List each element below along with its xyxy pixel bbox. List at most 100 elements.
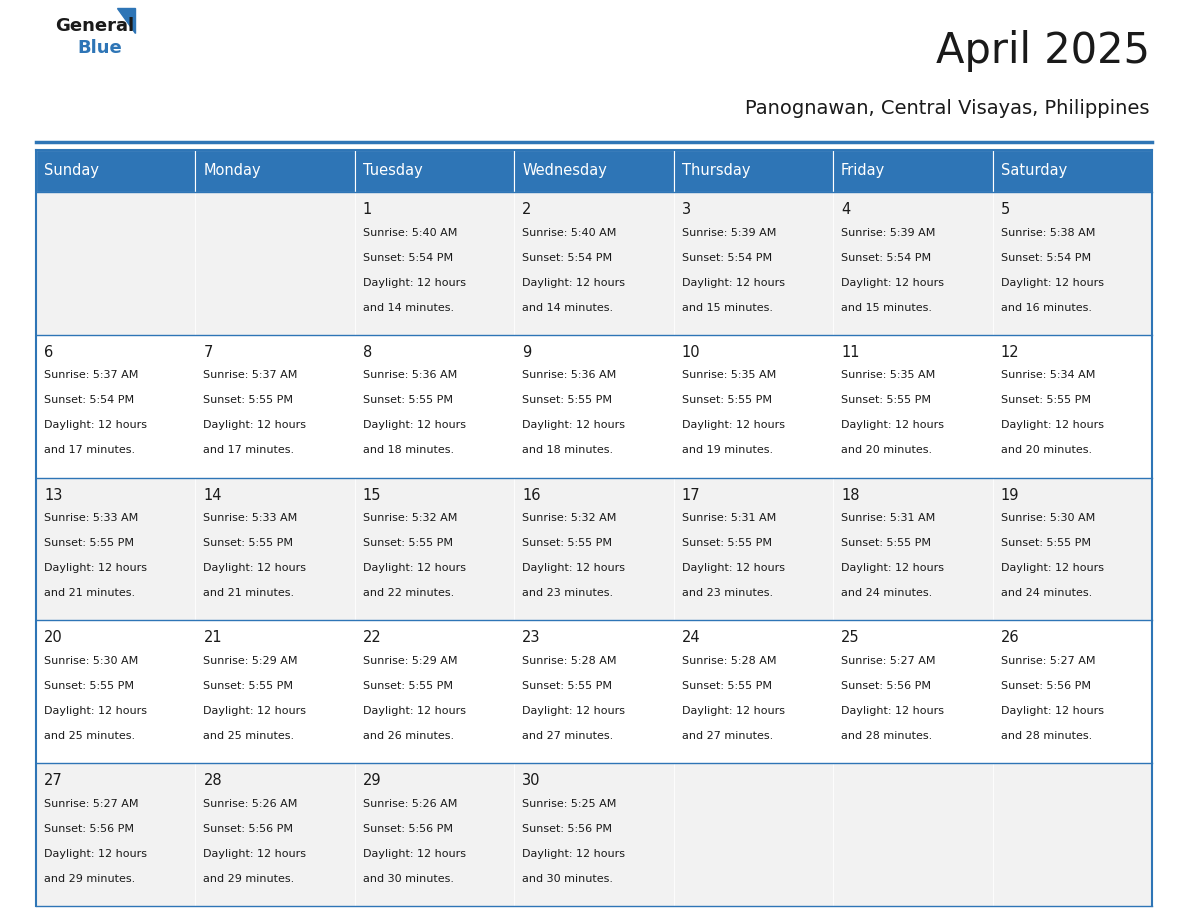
- Text: Daylight: 12 hours: Daylight: 12 hours: [44, 564, 147, 573]
- Text: Daylight: 12 hours: Daylight: 12 hours: [682, 564, 785, 573]
- Text: Daylight: 12 hours: Daylight: 12 hours: [1000, 706, 1104, 716]
- Text: Sunday: Sunday: [44, 163, 99, 178]
- Text: Sunrise: 5:39 AM: Sunrise: 5:39 AM: [841, 228, 935, 238]
- Text: Sunrise: 5:27 AM: Sunrise: 5:27 AM: [1000, 656, 1095, 666]
- Text: Sunset: 5:55 PM: Sunset: 5:55 PM: [1000, 538, 1091, 548]
- Text: 22: 22: [362, 631, 381, 645]
- Text: 4: 4: [841, 202, 851, 217]
- Text: Daylight: 12 hours: Daylight: 12 hours: [203, 564, 307, 573]
- Text: and 28 minutes.: and 28 minutes.: [1000, 731, 1092, 741]
- Bar: [196, 477, 355, 621]
- Text: Daylight: 12 hours: Daylight: 12 hours: [523, 420, 625, 431]
- Text: 24: 24: [682, 631, 700, 645]
- Text: Sunrise: 5:31 AM: Sunrise: 5:31 AM: [841, 513, 935, 523]
- Text: 26: 26: [1000, 631, 1019, 645]
- Text: and 16 minutes.: and 16 minutes.: [1000, 303, 1092, 313]
- Text: 19: 19: [1000, 487, 1019, 502]
- Text: 5: 5: [1000, 202, 1010, 217]
- Text: 12: 12: [1000, 345, 1019, 360]
- Text: and 28 minutes.: and 28 minutes.: [841, 731, 933, 741]
- Text: Sunset: 5:55 PM: Sunset: 5:55 PM: [682, 538, 772, 548]
- Text: Daylight: 12 hours: Daylight: 12 hours: [1000, 277, 1104, 287]
- Text: Daylight: 12 hours: Daylight: 12 hours: [362, 706, 466, 716]
- Text: Blue: Blue: [77, 39, 121, 57]
- Text: and 25 minutes.: and 25 minutes.: [44, 731, 135, 741]
- Text: Daylight: 12 hours: Daylight: 12 hours: [523, 849, 625, 859]
- Text: and 19 minutes.: and 19 minutes.: [682, 445, 773, 455]
- Text: Daylight: 12 hours: Daylight: 12 hours: [841, 706, 944, 716]
- Text: and 29 minutes.: and 29 minutes.: [44, 874, 135, 884]
- Text: Friday: Friday: [841, 163, 885, 178]
- Text: Daylight: 12 hours: Daylight: 12 hours: [203, 420, 307, 431]
- Text: Sunrise: 5:40 AM: Sunrise: 5:40 AM: [523, 228, 617, 238]
- Bar: [196, 335, 355, 477]
- Text: 30: 30: [523, 773, 541, 789]
- Text: Saturday: Saturday: [1000, 163, 1067, 178]
- Text: and 27 minutes.: and 27 minutes.: [682, 731, 773, 741]
- Bar: [992, 763, 1152, 906]
- Text: Sunset: 5:56 PM: Sunset: 5:56 PM: [44, 823, 134, 834]
- Text: Daylight: 12 hours: Daylight: 12 hours: [841, 564, 944, 573]
- Text: 6: 6: [44, 345, 53, 360]
- Bar: [36, 477, 196, 621]
- Bar: [833, 621, 992, 763]
- Text: Sunset: 5:56 PM: Sunset: 5:56 PM: [203, 823, 293, 834]
- Text: Sunrise: 5:28 AM: Sunrise: 5:28 AM: [523, 656, 617, 666]
- Text: 18: 18: [841, 487, 860, 502]
- Text: 9: 9: [523, 345, 531, 360]
- Text: Sunrise: 5:33 AM: Sunrise: 5:33 AM: [44, 513, 138, 523]
- Text: 13: 13: [44, 487, 62, 502]
- Text: Daylight: 12 hours: Daylight: 12 hours: [682, 420, 785, 431]
- Text: Sunrise: 5:28 AM: Sunrise: 5:28 AM: [682, 656, 776, 666]
- Text: Daylight: 12 hours: Daylight: 12 hours: [203, 706, 307, 716]
- Text: Sunrise: 5:40 AM: Sunrise: 5:40 AM: [362, 228, 457, 238]
- Text: 7: 7: [203, 345, 213, 360]
- Text: Sunset: 5:55 PM: Sunset: 5:55 PM: [362, 681, 453, 691]
- Text: Panognawan, Central Visayas, Philippines: Panognawan, Central Visayas, Philippines: [746, 99, 1150, 118]
- Text: 17: 17: [682, 487, 700, 502]
- Text: and 20 minutes.: and 20 minutes.: [841, 445, 933, 455]
- Text: and 22 minutes.: and 22 minutes.: [362, 588, 454, 599]
- Text: Sunrise: 5:37 AM: Sunrise: 5:37 AM: [203, 371, 298, 380]
- Text: 21: 21: [203, 631, 222, 645]
- Text: Sunrise: 5:30 AM: Sunrise: 5:30 AM: [1000, 513, 1095, 523]
- Text: 28: 28: [203, 773, 222, 789]
- Text: 11: 11: [841, 345, 860, 360]
- Bar: [514, 763, 674, 906]
- Bar: [992, 150, 1152, 192]
- Bar: [36, 763, 196, 906]
- Text: and 30 minutes.: and 30 minutes.: [362, 874, 454, 884]
- Text: Sunset: 5:55 PM: Sunset: 5:55 PM: [44, 538, 134, 548]
- Text: 25: 25: [841, 631, 860, 645]
- Text: Sunset: 5:54 PM: Sunset: 5:54 PM: [523, 252, 612, 263]
- Text: Sunrise: 5:27 AM: Sunrise: 5:27 AM: [44, 799, 139, 809]
- Bar: [355, 477, 514, 621]
- Text: Sunrise: 5:29 AM: Sunrise: 5:29 AM: [362, 656, 457, 666]
- Text: 10: 10: [682, 345, 700, 360]
- Text: and 21 minutes.: and 21 minutes.: [44, 588, 135, 599]
- Text: Daylight: 12 hours: Daylight: 12 hours: [203, 849, 307, 859]
- Bar: [514, 192, 674, 335]
- Bar: [355, 621, 514, 763]
- Text: and 18 minutes.: and 18 minutes.: [362, 445, 454, 455]
- Bar: [992, 477, 1152, 621]
- Text: Daylight: 12 hours: Daylight: 12 hours: [1000, 420, 1104, 431]
- Bar: [674, 192, 833, 335]
- Text: and 20 minutes.: and 20 minutes.: [1000, 445, 1092, 455]
- Bar: [36, 621, 196, 763]
- Bar: [196, 192, 355, 335]
- Text: 15: 15: [362, 487, 381, 502]
- Text: Sunset: 5:54 PM: Sunset: 5:54 PM: [362, 252, 453, 263]
- Bar: [36, 150, 196, 192]
- Text: 29: 29: [362, 773, 381, 789]
- Text: Daylight: 12 hours: Daylight: 12 hours: [362, 277, 466, 287]
- Text: Sunset: 5:55 PM: Sunset: 5:55 PM: [203, 396, 293, 406]
- Text: Daylight: 12 hours: Daylight: 12 hours: [523, 564, 625, 573]
- Text: and 23 minutes.: and 23 minutes.: [523, 588, 613, 599]
- Text: Sunrise: 5:26 AM: Sunrise: 5:26 AM: [203, 799, 298, 809]
- Bar: [992, 621, 1152, 763]
- Text: Sunrise: 5:34 AM: Sunrise: 5:34 AM: [1000, 371, 1095, 380]
- Bar: [355, 150, 514, 192]
- Text: Monday: Monday: [203, 163, 261, 178]
- Text: Sunrise: 5:30 AM: Sunrise: 5:30 AM: [44, 656, 138, 666]
